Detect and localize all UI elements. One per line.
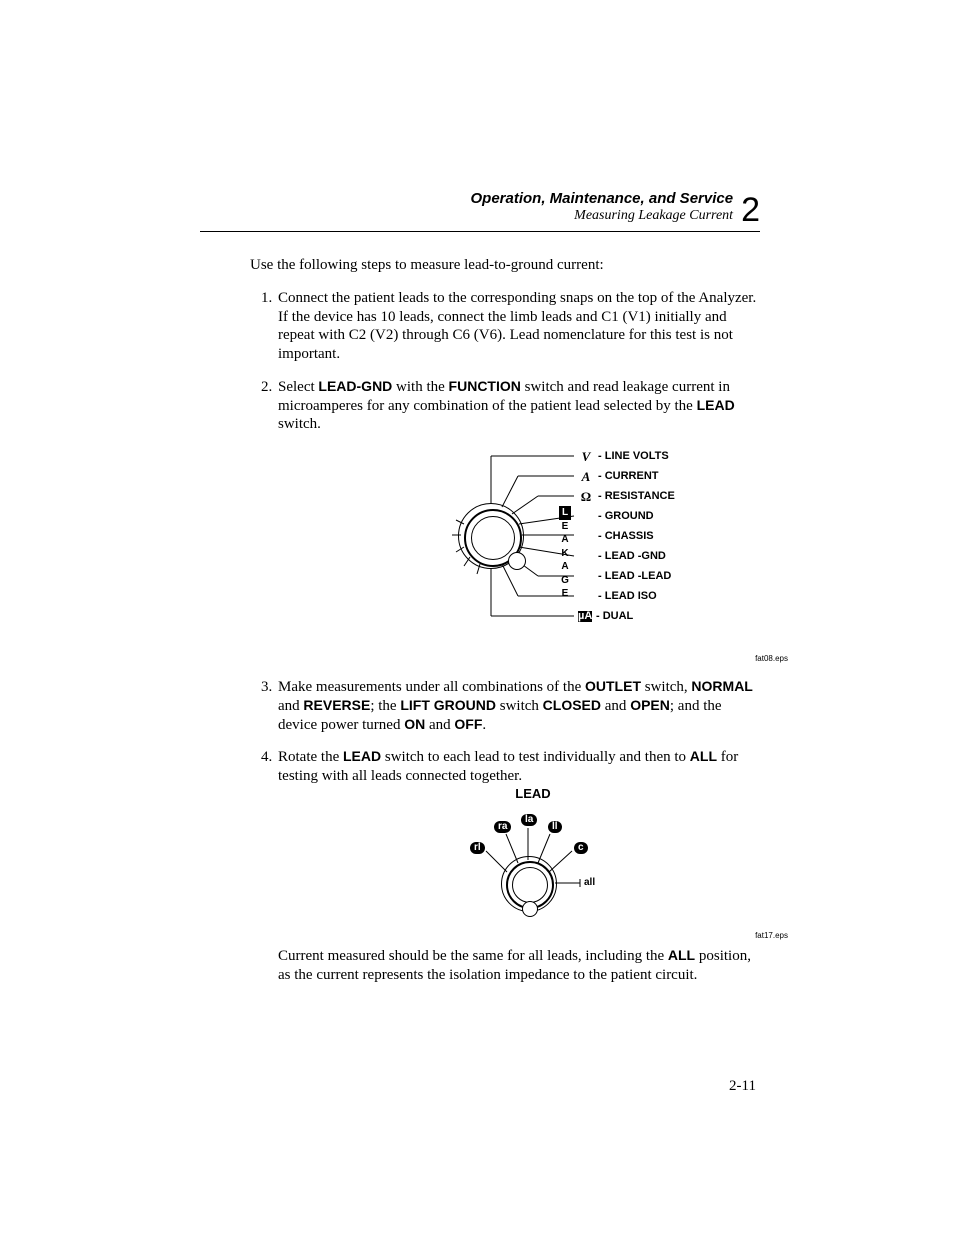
page-number: 2-11 (729, 1078, 756, 1095)
page-header: Operation, Maintenance, and Service Meas… (200, 190, 760, 232)
fig1-caption: fat08.eps (755, 654, 788, 664)
function-dial-lines (278, 434, 788, 664)
figure-lead-dial: LEAD rl ra la ll c all (278, 786, 788, 941)
fig2-caption: fat17.eps (755, 931, 788, 941)
closing-paragraph: Current measured should be the same for … (278, 947, 760, 985)
page-body: Use the following steps to measure lead-… (250, 256, 760, 998)
lead-c: c (574, 842, 588, 854)
header-title: Operation, Maintenance, and Service (470, 190, 733, 208)
intro-text: Use the following steps to measure lead-… (250, 256, 760, 275)
chapter-number: 2 (741, 195, 760, 225)
dial-knob (508, 552, 526, 570)
lead-rl: rl (470, 842, 485, 854)
figure-function-dial: L E A K A G E V- LINE VOLTS A- CURRENT Ω… (278, 434, 788, 664)
leakage-vertical-label: L E A K A G E (559, 506, 571, 601)
lead-ra: ra (494, 821, 511, 833)
lead-dial-knob (522, 901, 538, 917)
lead-all: all (584, 878, 595, 888)
step-2: Select LEAD-GND with the FUNCTION switch… (276, 378, 760, 664)
step-1: Connect the patient leads to the corresp… (276, 289, 760, 364)
header-subtitle: Measuring Leakage Current (574, 208, 733, 225)
lead-la: la (521, 814, 537, 826)
steps-list: Connect the patient leads to the corresp… (250, 289, 760, 985)
step-4: Rotate the LEAD switch to each lead to t… (276, 748, 760, 984)
function-labels: V- LINE VOLTS A- CURRENT Ω- RESISTANCE -… (578, 446, 675, 626)
lead-ll: ll (548, 821, 562, 833)
step-3: Make measurements under all combinations… (276, 678, 760, 734)
